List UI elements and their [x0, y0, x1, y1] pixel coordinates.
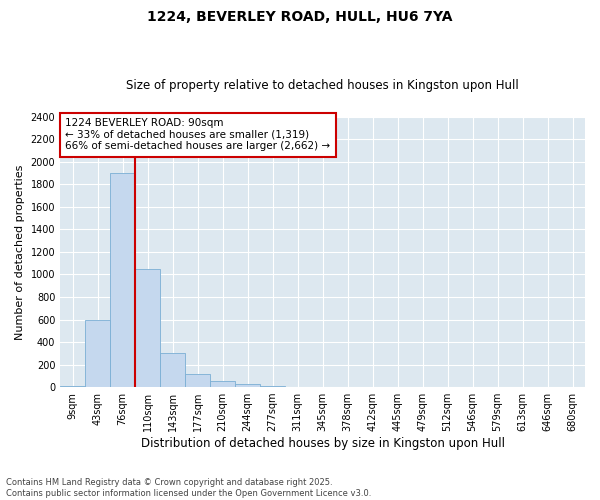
Y-axis label: Number of detached properties: Number of detached properties: [15, 164, 25, 340]
Bar: [60, 386, 85, 387]
Bar: [160, 354, 185, 387]
X-axis label: Distribution of detached houses by size in Kingston upon Hull: Distribution of detached houses by size …: [140, 437, 505, 450]
Text: 1224, BEVERLEY ROAD, HULL, HU6 7YA: 1224, BEVERLEY ROAD, HULL, HU6 7YA: [147, 10, 453, 24]
Text: Contains HM Land Registry data © Crown copyright and database right 2025.
Contai: Contains HM Land Registry data © Crown c…: [6, 478, 371, 498]
Bar: [185, 374, 210, 387]
Title: Size of property relative to detached houses in Kingston upon Hull: Size of property relative to detached ho…: [126, 79, 519, 92]
Bar: [235, 384, 260, 387]
Bar: [110, 173, 135, 387]
Bar: [210, 381, 235, 387]
Bar: [85, 320, 110, 387]
Bar: [135, 269, 160, 387]
Bar: [260, 386, 285, 387]
Text: 1224 BEVERLEY ROAD: 90sqm
← 33% of detached houses are smaller (1,319)
66% of se: 1224 BEVERLEY ROAD: 90sqm ← 33% of detac…: [65, 118, 331, 152]
